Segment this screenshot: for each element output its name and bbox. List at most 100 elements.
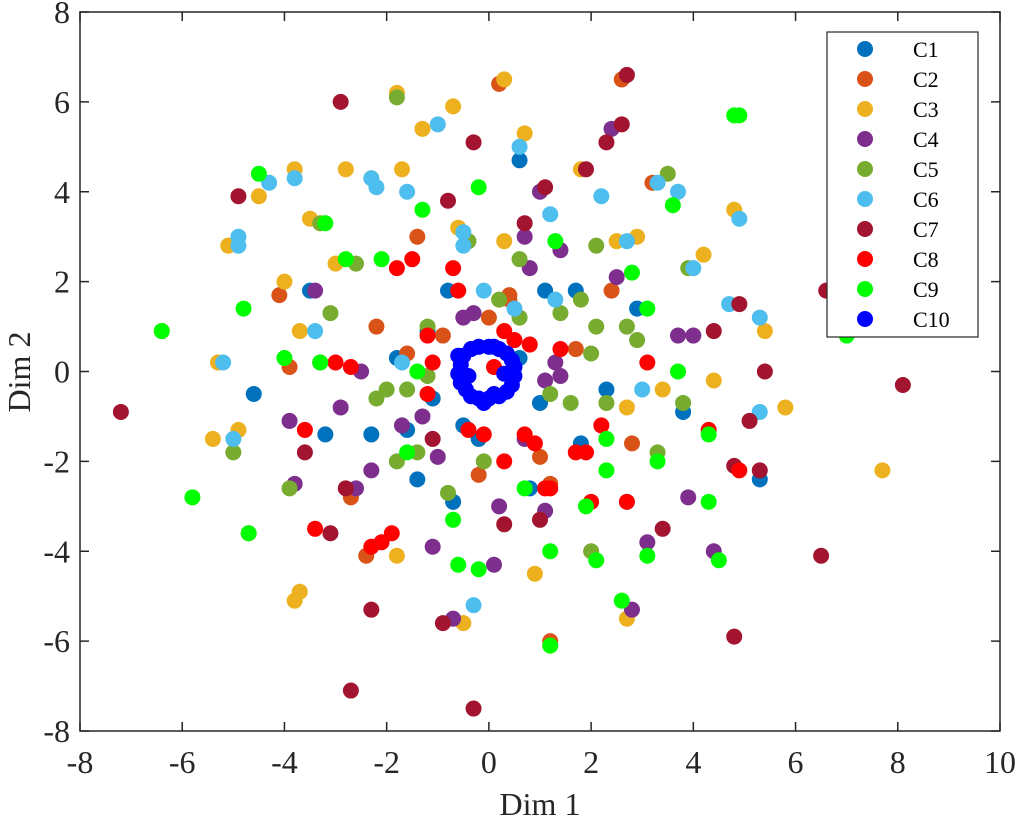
data-point: [342, 682, 359, 699]
data-point: [588, 237, 605, 254]
x-tick-label: 0: [481, 744, 497, 780]
data-point: [429, 116, 446, 133]
data-point: [537, 372, 554, 389]
data-point: [276, 273, 293, 290]
data-point: [434, 327, 451, 344]
data-point: [235, 300, 252, 317]
data-point: [731, 107, 748, 124]
data-point: [491, 498, 508, 515]
data-point: [777, 399, 794, 416]
data-point: [250, 165, 267, 182]
data-point: [578, 444, 594, 461]
data-point: [409, 363, 426, 380]
data-point: [613, 116, 630, 133]
data-point: [112, 403, 129, 420]
data-point: [542, 543, 559, 560]
data-point: [399, 183, 416, 200]
data-point: [327, 354, 344, 371]
data-point: [685, 260, 702, 277]
data-point: [322, 525, 339, 542]
y-tick-label: 2: [54, 264, 70, 300]
data-point: [511, 138, 528, 155]
data-point: [470, 561, 487, 578]
data-point: [598, 394, 615, 411]
x-axis-label: Dim 1: [500, 786, 581, 821]
data-point: [618, 399, 635, 416]
data-point: [486, 556, 502, 573]
data-point: [542, 206, 559, 223]
data-point: [578, 161, 594, 178]
data-point: [731, 210, 748, 227]
data-point: [618, 233, 635, 250]
data-point: [552, 367, 569, 384]
data-point: [286, 170, 303, 187]
data-point: [516, 125, 533, 142]
data-point: [465, 134, 482, 151]
legend-marker: [857, 71, 873, 87]
data-point: [465, 305, 482, 322]
data-point: [532, 511, 548, 528]
y-tick-label: 4: [54, 174, 70, 210]
data-point: [532, 448, 548, 465]
data-point: [588, 552, 605, 569]
data-point: [542, 385, 559, 402]
data-point: [440, 484, 456, 501]
data-point: [521, 336, 538, 353]
data-point: [225, 430, 242, 447]
data-point: [639, 534, 656, 551]
data-point: [363, 462, 380, 479]
data-point: [399, 444, 416, 461]
data-point: [307, 323, 324, 340]
data-point: [496, 365, 513, 382]
data-point: [552, 305, 569, 322]
data-point: [363, 170, 380, 187]
data-point: [675, 394, 692, 411]
data-point: [317, 426, 334, 443]
data-point: [664, 197, 681, 214]
series-c10: [450, 338, 523, 411]
data-point: [475, 282, 492, 299]
data-point: [588, 318, 605, 335]
y-tick-label: 6: [54, 84, 70, 120]
data-point: [624, 435, 640, 452]
legend-label: C6: [913, 187, 939, 212]
data-point: [281, 480, 298, 497]
data-point: [337, 251, 354, 268]
data-points: [112, 66, 911, 717]
data-point: [618, 66, 635, 83]
data-point: [388, 260, 405, 277]
data-point: [649, 453, 666, 470]
data-point: [506, 300, 523, 317]
legend-marker: [857, 311, 873, 327]
legend-label: C10: [913, 307, 950, 332]
x-tick-label: -4: [271, 744, 298, 780]
data-point: [603, 282, 620, 299]
y-tick-label: -8: [43, 713, 70, 749]
y-axis-label: Dim 2: [1, 332, 37, 413]
data-point: [598, 462, 615, 479]
data-point: [598, 381, 615, 398]
data-point: [506, 332, 523, 349]
data-point: [414, 408, 431, 425]
data-point: [654, 520, 671, 537]
data-point: [547, 354, 564, 371]
data-point: [445, 260, 462, 277]
data-point: [756, 363, 773, 380]
data-point: [215, 354, 232, 371]
x-tick-label: 6: [788, 744, 804, 780]
data-point: [731, 296, 748, 313]
data-point: [710, 552, 727, 569]
legend-marker: [857, 161, 873, 177]
data-point: [511, 152, 528, 169]
data-point: [741, 412, 758, 429]
data-point: [460, 367, 477, 384]
data-point: [337, 480, 354, 497]
data-point: [700, 493, 717, 510]
data-point: [445, 511, 462, 528]
x-tick-label: 8: [890, 744, 906, 780]
data-point: [383, 525, 400, 542]
data-point: [404, 251, 421, 268]
x-tick-label: 4: [685, 744, 701, 780]
data-point: [363, 426, 380, 443]
legend-label: C5: [913, 157, 939, 182]
